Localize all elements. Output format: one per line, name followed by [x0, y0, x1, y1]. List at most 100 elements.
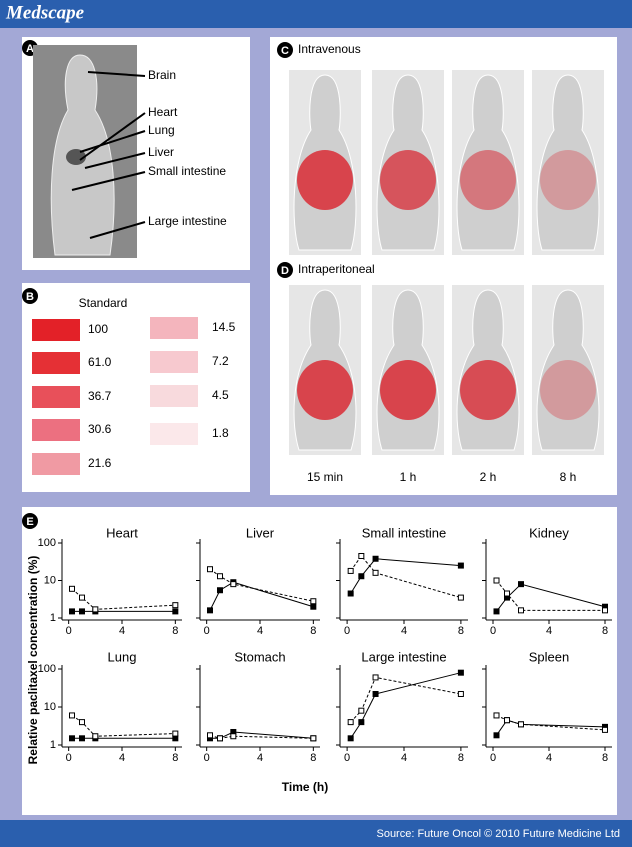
- standard-value: 100: [88, 322, 108, 336]
- x-tick-label: 8: [310, 625, 316, 637]
- data-point: [602, 726, 608, 733]
- data-point: [602, 607, 608, 614]
- data-point: [372, 569, 379, 576]
- chart-title: Heart: [106, 525, 138, 540]
- standard-value: 1.8: [212, 426, 229, 440]
- pointer-arrow: [79, 130, 146, 153]
- chart-title: Kidney: [529, 525, 569, 540]
- series-line: [350, 676, 461, 723]
- pointer-arrow: [89, 221, 146, 239]
- time-label: 2 h: [480, 470, 497, 484]
- tracer-signal: [460, 360, 516, 420]
- data-point: [69, 712, 75, 719]
- series-line: [496, 580, 605, 611]
- x-tick-label: 4: [119, 625, 125, 637]
- header-bar: [0, 0, 632, 28]
- data-point: [518, 721, 524, 728]
- series-line: [496, 719, 606, 736]
- data-point: [207, 607, 213, 614]
- data-point: [310, 598, 317, 605]
- data-point: [347, 590, 354, 597]
- time-label: 15 min: [307, 470, 343, 484]
- standard-title: Standard: [79, 296, 128, 310]
- series-line: [350, 558, 461, 594]
- standard-swatch: [32, 453, 80, 475]
- x-tick-label: 8: [172, 752, 178, 764]
- data-point: [69, 735, 75, 742]
- series-line: [496, 714, 606, 731]
- standard-swatch: [32, 319, 80, 341]
- pointer-arrow: [87, 71, 146, 77]
- pointer-arrow: [84, 152, 146, 169]
- chart-title: Lung: [108, 649, 137, 664]
- data-point: [358, 707, 365, 714]
- standard-swatch: [150, 351, 198, 373]
- pointer-arrow: [79, 112, 146, 161]
- mouse-body: [536, 289, 600, 451]
- x-tick-label: 4: [401, 625, 407, 637]
- data-point: [493, 577, 500, 584]
- data-point: [518, 581, 524, 588]
- y-tick-label: 100: [38, 663, 56, 675]
- data-point: [79, 719, 85, 726]
- data-point: [79, 735, 85, 742]
- x-tick-label: 0: [490, 752, 496, 764]
- x-tick-label: 8: [602, 625, 608, 637]
- series-line: [496, 583, 606, 612]
- standard-swatch: [150, 317, 198, 339]
- data-point: [92, 733, 99, 740]
- letter-badge: [22, 288, 38, 304]
- time-label: 1 h: [400, 470, 417, 484]
- series-line: [71, 588, 176, 610]
- organ-label: Brain: [148, 68, 176, 82]
- y-tick-label: 1: [50, 739, 56, 751]
- x-tick-label: 0: [490, 625, 496, 637]
- x-tick-label: 0: [344, 752, 350, 764]
- standard-swatch: [150, 385, 198, 407]
- data-point: [347, 719, 354, 726]
- pointer-arrow: [71, 171, 146, 191]
- data-point: [372, 674, 379, 681]
- data-point: [358, 573, 365, 580]
- data-point: [358, 719, 365, 726]
- chart-title: Spleen: [529, 649, 569, 664]
- data-point: [457, 690, 464, 697]
- x-tick-label: 8: [310, 752, 316, 764]
- chart-title: Stomach: [234, 649, 285, 664]
- data-point: [230, 581, 237, 588]
- standard-value: 36.7: [88, 389, 112, 403]
- site-title: Medscape: [5, 2, 85, 23]
- chart-title: Small intestine: [362, 525, 447, 540]
- data-point: [372, 555, 379, 562]
- series-line: [209, 568, 314, 602]
- data-point: [372, 690, 379, 697]
- series-line: [350, 672, 462, 739]
- data-point: [457, 594, 464, 601]
- x-tick-label: 0: [66, 752, 72, 764]
- tracer-signal: [380, 150, 436, 210]
- standard-value: 30.6: [88, 422, 112, 436]
- chart-title: Large intestine: [361, 649, 446, 664]
- data-point: [172, 602, 179, 609]
- x-tick-label: 4: [119, 752, 125, 764]
- standard-value: 61.0: [88, 355, 112, 369]
- data-point: [69, 585, 75, 592]
- x-tick-label: 8: [172, 625, 178, 637]
- panel-letter: B: [26, 291, 34, 303]
- data-point: [504, 717, 510, 724]
- standard-value: 21.6: [88, 456, 112, 470]
- x-tick-label: 4: [401, 752, 407, 764]
- x-tick-label: 8: [458, 752, 464, 764]
- data-point: [217, 735, 223, 742]
- data-point: [493, 732, 500, 739]
- route-title: Intravenous: [298, 42, 361, 56]
- data-point: [358, 553, 365, 560]
- data-point: [310, 735, 317, 742]
- x-tick-label: 8: [458, 625, 464, 637]
- route-title: Intraperitoneal: [298, 262, 375, 276]
- data-point: [207, 566, 213, 573]
- data-point: [457, 562, 464, 569]
- footer-bar: [0, 820, 632, 847]
- organ-label: Large intestine: [148, 214, 227, 228]
